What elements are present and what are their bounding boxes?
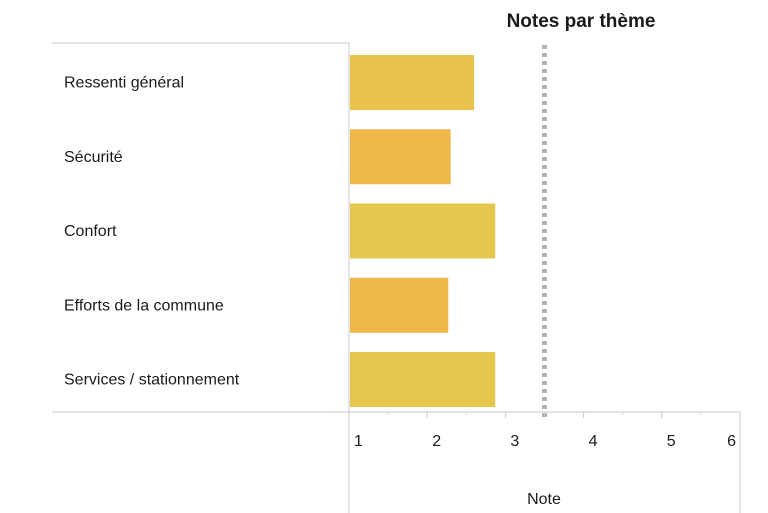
category-label-3: Efforts de la commune	[64, 297, 224, 314]
bar-3	[350, 277, 449, 333]
bars-layer	[350, 55, 496, 407]
bar-1	[350, 129, 451, 185]
x-axis-title: Note	[527, 491, 561, 508]
category-label-1: Sécurité	[64, 149, 123, 166]
category-labels-layer: Ressenti général Sécurité Confort Efforts d…	[64, 75, 240, 389]
bar-2	[350, 203, 496, 259]
x-axis-ticks-layer: 1 2 3 4 5 6	[354, 412, 736, 450]
x-tick-label-5: 6	[727, 433, 736, 450]
x-tick-label-1: 2	[432, 433, 441, 450]
bar-4	[350, 352, 496, 407]
category-label-2: Confort	[64, 223, 117, 240]
chart-title: Notes par thème	[507, 11, 656, 32]
x-tick-label-3: 4	[589, 433, 598, 450]
x-tick-label-4: 5	[667, 433, 676, 450]
x-tick-label-2: 3	[510, 433, 519, 450]
x-tick-label-0: 1	[354, 433, 363, 450]
category-label-4: Services / stationnement	[64, 372, 240, 389]
category-label-0: Ressenti général	[64, 75, 184, 92]
bar-0	[350, 55, 475, 110]
